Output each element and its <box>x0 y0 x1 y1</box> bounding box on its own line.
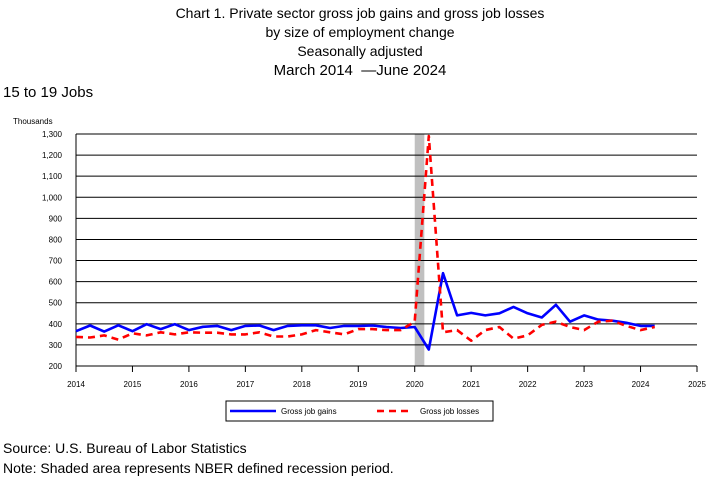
x-tick-label: 2020 <box>406 380 424 389</box>
title-line-3: Seasonally adjusted <box>297 43 423 59</box>
date-dash: — <box>357 62 377 79</box>
recession-note: Note: Shaded area represents NBER define… <box>3 460 394 476</box>
gains-series-line <box>75 271 655 351</box>
y-tick-label: 900 <box>49 214 63 223</box>
x-tick-label: 2016 <box>180 380 198 389</box>
y-tick-label: 1,200 <box>42 151 63 160</box>
y-tick-label: 800 <box>49 235 63 244</box>
x-tick-label: 2023 <box>575 380 593 389</box>
y-tick-label: 1,100 <box>42 172 63 181</box>
legend-gains-label: Gross job gains <box>281 407 337 416</box>
recession-shading <box>414 134 425 366</box>
source-note: Source: U.S. Bureau of Labor Statistics <box>3 440 247 456</box>
title-line-1: Chart 1. Private sector gross job gains … <box>175 5 545 21</box>
legend-losses-label: Gross job losses <box>420 407 479 416</box>
y-tick-label: 200 <box>49 362 63 371</box>
y-tick-label: 1,000 <box>42 193 63 202</box>
x-tick-label: 2025 <box>688 380 706 389</box>
x-tick-label: 2015 <box>124 380 142 389</box>
y-tick-label: 700 <box>49 257 63 266</box>
x-tick-label: 2018 <box>293 380 311 389</box>
losses-series-line <box>75 134 655 343</box>
x-tick-label: 2021 <box>462 380 480 389</box>
date-range: March 2014 —June 2024 <box>0 61 720 80</box>
date-end: June 2024 <box>376 62 447 79</box>
y-tick-label: 400 <box>49 320 63 329</box>
chart-subtitle: 15 to 19 Jobs <box>3 84 94 101</box>
x-tick-label: 2024 <box>632 380 650 389</box>
x-tick-label: 2022 <box>519 380 537 389</box>
chart-title: Chart 1. Private sector gross job gains … <box>0 4 720 80</box>
legend-box <box>225 400 494 422</box>
y-tick-label: 300 <box>49 341 63 350</box>
y-tick-label: 500 <box>49 299 63 308</box>
x-tick-label: 2014 <box>67 380 85 389</box>
title-line-2: by size of employment change <box>265 24 455 40</box>
y-axis-unit-label: Thousands <box>13 117 53 126</box>
y-tick-label: 1,300 <box>42 130 63 139</box>
date-start: March 2014 <box>273 62 353 79</box>
y-tick-label: 600 <box>49 278 63 287</box>
x-tick-label: 2017 <box>236 380 254 389</box>
x-tick-label: 2019 <box>349 380 367 389</box>
